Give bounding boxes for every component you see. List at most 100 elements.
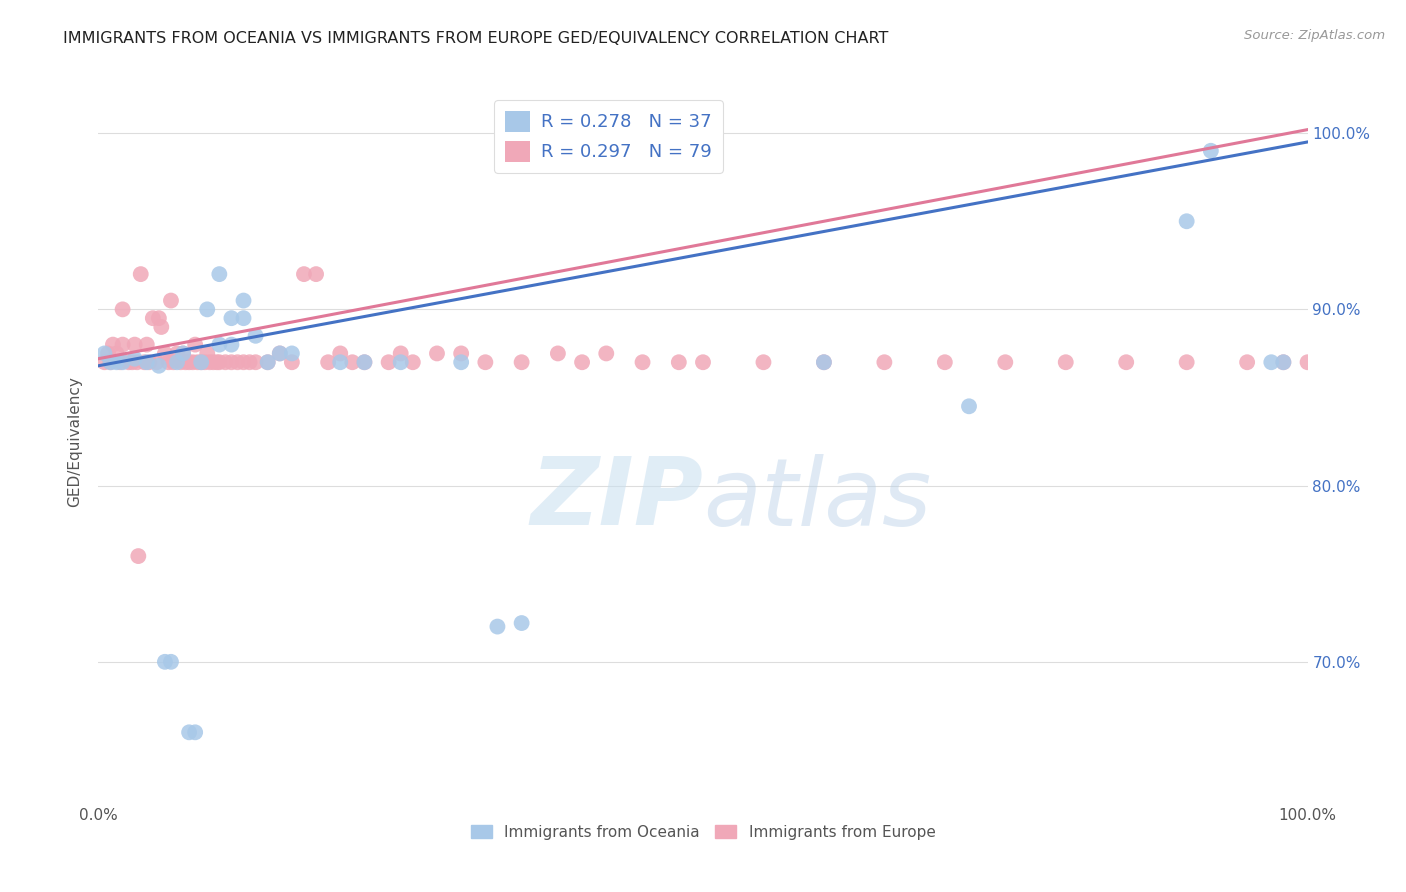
Point [510, 615, 533, 630]
Point [221, 311, 243, 326]
Point [389, 355, 412, 369]
Point [93, 346, 115, 360]
Point [245, 328, 267, 343]
Point [232, 311, 254, 326]
Point [135, 355, 157, 369]
Point [281, 355, 304, 369]
Point [342, 355, 364, 369]
Point [281, 346, 304, 360]
Point [157, 355, 180, 369]
Point [194, 355, 217, 369]
Y-axis label: GED/Equivalency: GED/Equivalency [67, 376, 83, 507]
Point [232, 293, 254, 308]
Point [692, 355, 714, 369]
Point [402, 355, 425, 369]
Point [134, 355, 156, 369]
Point [269, 346, 291, 360]
Point [389, 346, 412, 360]
Point [111, 355, 134, 369]
Point [162, 355, 184, 369]
Point [111, 337, 134, 351]
Point [305, 267, 328, 281]
Point [1175, 355, 1198, 369]
Point [934, 355, 956, 369]
Point [111, 302, 134, 317]
Point [245, 355, 267, 369]
Point [205, 355, 228, 369]
Point [474, 355, 496, 369]
Point [135, 337, 157, 351]
Point [142, 311, 165, 326]
Point [316, 355, 339, 369]
Point [100, 355, 122, 369]
Point [138, 355, 160, 369]
Point [208, 337, 231, 351]
Point [1260, 355, 1282, 369]
Point [129, 267, 152, 281]
Point [1115, 355, 1137, 369]
Point [329, 346, 352, 360]
Point [172, 346, 194, 360]
Point [813, 355, 835, 369]
Point [179, 355, 201, 369]
Point [292, 267, 315, 281]
Point [510, 355, 533, 369]
Point [195, 302, 218, 317]
Point [184, 725, 207, 739]
Point [668, 355, 690, 369]
Point [160, 293, 183, 308]
Point [547, 346, 569, 360]
Point [172, 346, 194, 360]
Point [353, 355, 375, 369]
Point [169, 355, 191, 369]
Point [101, 337, 124, 351]
Point [269, 346, 291, 360]
Point [1272, 355, 1295, 369]
Point [93, 355, 115, 369]
Point [873, 355, 896, 369]
Point [187, 355, 209, 369]
Point [329, 355, 352, 369]
Point [994, 355, 1017, 369]
Point [208, 267, 231, 281]
Point [208, 355, 231, 369]
Point [179, 725, 201, 739]
Point [1236, 355, 1258, 369]
Point [450, 355, 472, 369]
Text: atlas: atlas [703, 454, 931, 545]
Point [127, 549, 149, 563]
Point [571, 355, 593, 369]
Point [184, 337, 207, 351]
Point [100, 355, 122, 369]
Point [105, 346, 128, 360]
Point [426, 346, 449, 360]
Point [1296, 355, 1319, 369]
Point [214, 355, 236, 369]
Point [97, 346, 120, 360]
Point [190, 355, 212, 369]
Point [239, 355, 262, 369]
Point [1272, 355, 1295, 369]
Point [108, 355, 131, 369]
Point [232, 355, 254, 369]
Point [377, 355, 399, 369]
Point [221, 337, 243, 351]
Point [957, 399, 980, 413]
Point [752, 355, 775, 369]
Point [486, 619, 509, 633]
Point [148, 311, 170, 326]
Point [221, 355, 243, 369]
Point [153, 346, 176, 360]
Point [1199, 144, 1222, 158]
Point [127, 355, 149, 369]
Point [195, 346, 218, 360]
Point [202, 355, 225, 369]
Point [124, 351, 146, 366]
Text: Source: ZipAtlas.com: Source: ZipAtlas.com [1244, 29, 1385, 42]
Point [631, 355, 654, 369]
Point [353, 355, 375, 369]
Point [153, 655, 176, 669]
Point [148, 359, 170, 373]
Point [174, 355, 197, 369]
Point [150, 320, 173, 334]
